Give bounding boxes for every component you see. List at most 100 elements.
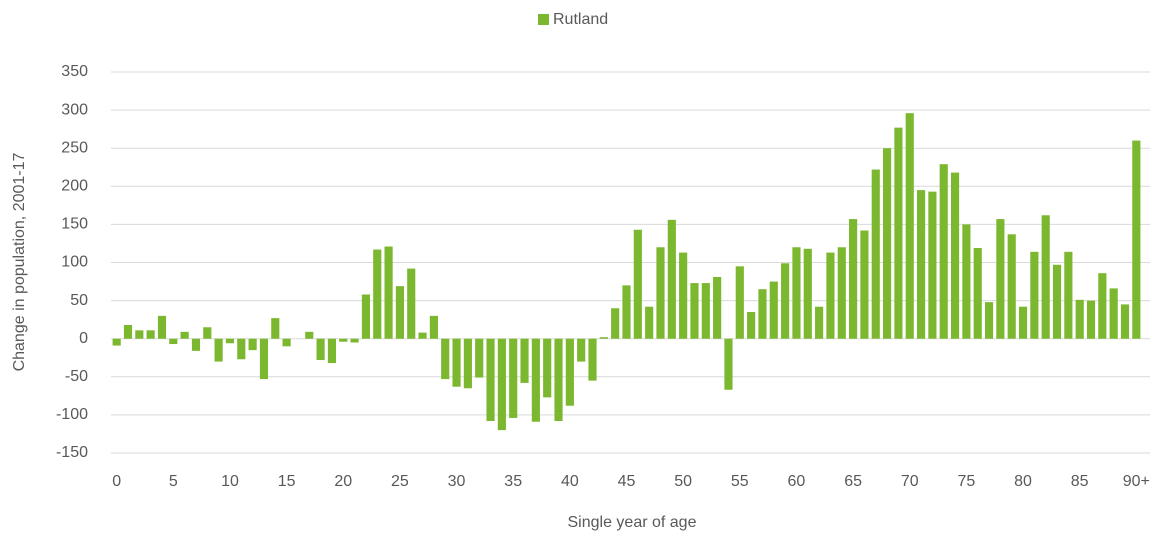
- bar: [429, 315, 438, 339]
- bar: [1109, 288, 1118, 339]
- bar: [180, 331, 189, 339]
- x-tick-label: 20: [334, 473, 352, 490]
- x-tick-label: 45: [618, 473, 636, 490]
- bar: [191, 338, 201, 351]
- bar: [157, 315, 167, 339]
- bar: [203, 327, 212, 339]
- y-tick-label: -50: [65, 368, 88, 385]
- bar: [350, 338, 359, 343]
- y-tick-label: -100: [56, 406, 88, 423]
- x-tick-label: 90+: [1123, 473, 1150, 490]
- bar: [339, 338, 348, 342]
- bar: [452, 338, 461, 387]
- bar: [225, 338, 235, 344]
- bar: [871, 169, 880, 339]
- bar: [509, 338, 518, 418]
- bar: [248, 338, 257, 351]
- bar: [1120, 304, 1130, 339]
- bar: [282, 338, 291, 347]
- bar: [747, 312, 756, 339]
- bar: [916, 190, 926, 339]
- y-tick-label: 0: [79, 330, 88, 347]
- bar: [713, 276, 722, 339]
- bar: [169, 338, 178, 345]
- bar: [1064, 251, 1073, 339]
- y-tick-label: 200: [61, 178, 88, 195]
- bar: [1007, 234, 1016, 339]
- y-axis-label: Change in population, 2001-17: [11, 152, 28, 371]
- bar: [112, 338, 121, 346]
- x-tick-label: 30: [448, 473, 466, 490]
- x-tick-label: 60: [788, 473, 806, 490]
- bar: [679, 252, 688, 339]
- bar: [1075, 299, 1084, 339]
- bar: [803, 248, 812, 339]
- bar: [781, 263, 790, 339]
- bar: [792, 247, 801, 339]
- bar: [962, 224, 971, 339]
- bar: [667, 219, 676, 339]
- bar: [883, 148, 892, 339]
- x-tick-label: 55: [731, 473, 749, 490]
- x-tick-label: 10: [221, 473, 239, 490]
- bar: [146, 330, 155, 339]
- bar: [690, 283, 699, 339]
- y-tick-label: 250: [61, 139, 88, 156]
- bar: [837, 247, 846, 339]
- x-tick-label: 80: [1014, 473, 1032, 490]
- x-tick-label: 0: [112, 473, 121, 490]
- bar: [735, 266, 744, 339]
- bar: [860, 230, 869, 339]
- x-tick-label: 70: [901, 473, 919, 490]
- x-tick-label: 35: [504, 473, 522, 490]
- bar: [815, 306, 824, 339]
- x-tick-label: 25: [391, 473, 409, 490]
- bar: [1018, 306, 1028, 339]
- x-tick-label: 5: [169, 473, 178, 490]
- bar: [373, 249, 382, 339]
- bar: [1086, 300, 1096, 339]
- bar: [826, 252, 835, 339]
- bar: [497, 338, 506, 431]
- legend-label: Rutland: [553, 11, 608, 28]
- bar: [554, 338, 563, 421]
- bar: [395, 286, 404, 339]
- x-tick-label: 50: [674, 473, 692, 490]
- x-tick-label: 85: [1071, 473, 1089, 490]
- bar: [361, 294, 370, 339]
- bar: [950, 172, 960, 339]
- x-tick-label: 40: [561, 473, 579, 490]
- bar: [633, 229, 642, 339]
- bar: [1132, 140, 1141, 339]
- bar: [135, 330, 144, 339]
- bar: [577, 338, 586, 362]
- bar: [724, 338, 733, 390]
- bar: [418, 332, 427, 339]
- bar: [305, 331, 314, 339]
- y-tick-label: 300: [61, 101, 88, 118]
- x-tick-label: 75: [957, 473, 975, 490]
- bar: [384, 246, 393, 339]
- bar: [656, 247, 665, 339]
- x-tick-label: 15: [278, 473, 296, 490]
- bar: [259, 338, 269, 380]
- bar: [543, 338, 552, 398]
- y-tick-label: 150: [61, 216, 88, 233]
- bar: [905, 113, 914, 339]
- bar: [441, 338, 450, 380]
- y-tick-label: 100: [61, 254, 88, 271]
- x-axis-label: Single year of age: [568, 514, 697, 531]
- bar: [622, 285, 631, 339]
- bar: [486, 338, 495, 421]
- bar: [214, 338, 223, 362]
- x-tick-label: 65: [844, 473, 862, 490]
- bar: [984, 302, 994, 339]
- legend-swatch: [538, 14, 549, 25]
- bar: [1098, 273, 1107, 339]
- bar: [645, 306, 654, 339]
- bar: [520, 338, 529, 383]
- bar: [758, 289, 767, 339]
- y-tick-label: 350: [61, 63, 88, 80]
- bar: [588, 338, 597, 381]
